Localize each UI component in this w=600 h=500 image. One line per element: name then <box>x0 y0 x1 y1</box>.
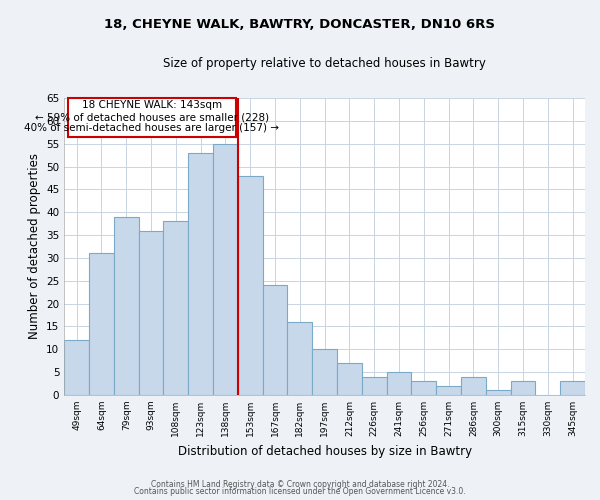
Bar <box>461 376 486 395</box>
Bar <box>263 286 287 395</box>
Bar <box>188 153 213 395</box>
Bar <box>436 386 461 395</box>
Bar <box>486 390 511 395</box>
Title: Size of property relative to detached houses in Bawtry: Size of property relative to detached ho… <box>163 58 486 70</box>
X-axis label: Distribution of detached houses by size in Bawtry: Distribution of detached houses by size … <box>178 444 472 458</box>
Bar <box>89 254 114 395</box>
Text: 40% of semi-detached houses are larger (157) →: 40% of semi-detached houses are larger (… <box>25 123 280 133</box>
Text: Contains HM Land Registry data © Crown copyright and database right 2024.: Contains HM Land Registry data © Crown c… <box>151 480 449 489</box>
Bar <box>511 381 535 395</box>
Y-axis label: Number of detached properties: Number of detached properties <box>28 154 41 340</box>
Bar <box>560 381 585 395</box>
Text: 18 CHEYNE WALK: 143sqm: 18 CHEYNE WALK: 143sqm <box>82 100 222 110</box>
Bar <box>114 217 139 395</box>
Bar <box>312 350 337 395</box>
Text: Contains public sector information licensed under the Open Government Licence v3: Contains public sector information licen… <box>134 487 466 496</box>
Text: ← 59% of detached houses are smaller (228): ← 59% of detached houses are smaller (22… <box>35 112 269 122</box>
Bar <box>362 376 386 395</box>
Bar <box>287 322 312 395</box>
Bar <box>386 372 412 395</box>
Bar <box>337 363 362 395</box>
Bar <box>412 381 436 395</box>
Bar <box>139 230 163 395</box>
Bar <box>163 222 188 395</box>
FancyBboxPatch shape <box>68 98 236 137</box>
Bar <box>64 340 89 395</box>
Bar <box>213 144 238 395</box>
Text: 18, CHEYNE WALK, BAWTRY, DONCASTER, DN10 6RS: 18, CHEYNE WALK, BAWTRY, DONCASTER, DN10… <box>104 18 496 30</box>
Bar <box>238 176 263 395</box>
